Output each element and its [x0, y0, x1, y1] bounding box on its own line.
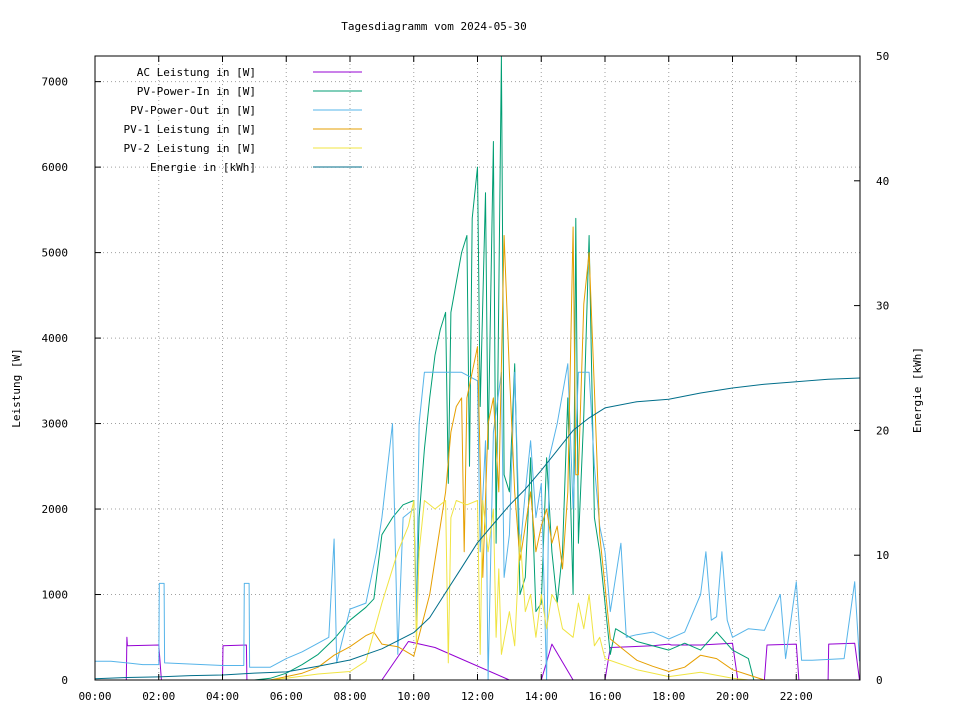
axis-ticks: 00:00 02:00 04:00 06:00 08:00 10:00 12:00 14:00… — [42, 50, 890, 703]
x-tick-label: 08:00 — [333, 690, 366, 703]
chart-title: Tagesdiagramm vom 2024-05-30 — [341, 20, 526, 33]
y-axis-label: Leistung [W] — [10, 348, 23, 427]
y2-axis-label: Energie [kWh] — [911, 347, 924, 433]
x-tick-label: 00:00 — [78, 690, 111, 703]
y-tick-label: 3000 — [42, 418, 69, 431]
x-tick-label: 18:00 — [652, 690, 685, 703]
x-tick-label: 20:00 — [716, 690, 749, 703]
x-tick-label: 14:00 — [525, 690, 558, 703]
y-tick-label: 6000 — [42, 161, 69, 174]
legend-label-ac-leistung-in: AC Leistung in [W] — [137, 66, 256, 79]
legend: AC Leistung in [W] PV-Power-In in [W] PV-P… — [124, 66, 362, 174]
x-tick-label: 10:00 — [397, 690, 430, 703]
legend-label-pv-2-leistung-in: PV-2 Leistung in [W] — [124, 142, 256, 155]
y-tick-label: 5000 — [42, 247, 69, 260]
y2-tick-label: 0 — [876, 674, 883, 687]
legend-label-energie-in: Energie in [kWh] — [150, 161, 256, 174]
series-pv-2-leistung-in — [95, 500, 860, 681]
y2-tick-label: 40 — [876, 175, 889, 188]
y2-tick-label: 50 — [876, 50, 889, 63]
series-pv-power-out-in — [95, 363, 860, 681]
x-tick-label: 04:00 — [206, 690, 239, 703]
series-pv-1-leistung-in — [95, 226, 860, 681]
y2-tick-label: 10 — [876, 549, 889, 562]
y-tick-label: 7000 — [42, 76, 69, 89]
x-tick-label: 06:00 — [270, 690, 303, 703]
y-tick-label: 4000 — [42, 332, 69, 345]
x-tick-label: 16:00 — [588, 690, 621, 703]
x-tick-label: 22:00 — [780, 690, 813, 703]
legend-label-pv-1-leistung-in: PV-1 Leistung in [W] — [124, 123, 256, 136]
y2-tick-label: 20 — [876, 424, 889, 437]
x-tick-label: 12:00 — [461, 690, 494, 703]
y2-tick-label: 30 — [876, 300, 889, 313]
y-tick-label: 2000 — [42, 503, 69, 516]
series-energie-in — [94, 377, 861, 680]
y-tick-label: 0 — [61, 674, 68, 687]
y-tick-label: 1000 — [42, 589, 69, 602]
legend-label-pv-power-in-in: PV-Power-In in [W] — [137, 85, 256, 98]
x-tick-label: 02:00 — [142, 690, 175, 703]
legend-label-pv-power-out-in: PV-Power-Out in [W] — [130, 104, 256, 117]
series-pv-power-in-in — [95, 55, 860, 681]
